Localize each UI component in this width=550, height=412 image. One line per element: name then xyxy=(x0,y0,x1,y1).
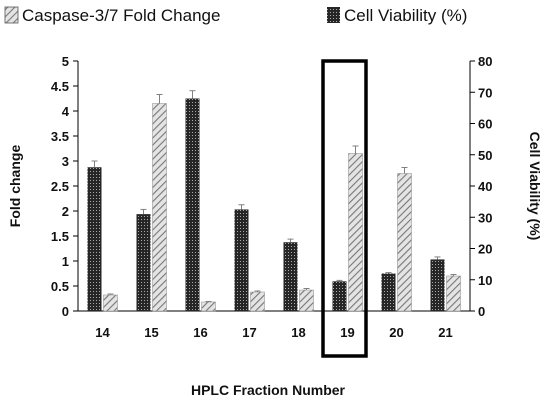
legend-label-viability: Cell Viability (%) xyxy=(344,6,467,25)
x-tick-label: 20 xyxy=(389,325,403,340)
bar-viability xyxy=(87,167,102,311)
legend-swatch-viability xyxy=(327,7,340,23)
bar-viability xyxy=(136,214,151,311)
bar-caspase xyxy=(152,103,167,312)
left-axis-ticks: 0 0.5 1 1.5 2 2.5 3 3.5 4 4.5 5 xyxy=(51,54,78,319)
bar-caspase xyxy=(348,153,363,312)
right-tick-label: 80 xyxy=(478,54,492,69)
bar-caspase xyxy=(299,289,314,312)
bar-viability xyxy=(430,259,445,311)
x-tick-label: 19 xyxy=(340,325,354,340)
bar-viability xyxy=(283,242,298,311)
bar-caspase xyxy=(103,294,118,312)
left-tick-label: 3 xyxy=(62,154,69,169)
x-tick-label: 17 xyxy=(242,325,256,340)
right-tick-label: 10 xyxy=(478,273,492,288)
left-tick-label: 0.5 xyxy=(51,279,69,294)
right-tick-label: 70 xyxy=(478,85,492,100)
bar-caspase xyxy=(397,173,412,312)
bar-caspase xyxy=(201,301,216,312)
y-axis-left-title: Fold change xyxy=(7,145,23,228)
left-tick-label: 4 xyxy=(62,104,70,119)
right-axis-ticks: 0 10 20 30 40 50 60 70 80 xyxy=(470,54,492,319)
right-tick-label: 30 xyxy=(478,210,492,225)
legend-swatch-caspase xyxy=(4,6,19,24)
bar-viability xyxy=(234,209,249,311)
legend: Caspase-3/7 Fold Change Cell Viability (… xyxy=(4,6,467,25)
bar-caspase xyxy=(446,275,461,312)
right-tick-label: 40 xyxy=(478,179,492,194)
x-tick-label: 14 xyxy=(95,325,110,340)
x-tick-label: 18 xyxy=(291,325,305,340)
bars xyxy=(87,90,461,312)
x-tick-label: 16 xyxy=(193,325,207,340)
x-axis-title: HPLC Fraction Number xyxy=(191,382,346,398)
right-tick-label: 60 xyxy=(478,117,492,132)
left-tick-label: 0 xyxy=(62,304,69,319)
bar-viability xyxy=(332,281,347,311)
left-tick-label: 5 xyxy=(62,54,69,69)
right-tick-label: 50 xyxy=(478,148,492,163)
left-tick-label: 2.5 xyxy=(51,179,69,194)
left-tick-label: 2 xyxy=(62,204,69,219)
left-tick-label: 1.5 xyxy=(51,229,69,244)
x-axis-ticks: 14 15 16 17 18 19 20 21 xyxy=(95,325,452,340)
left-tick-label: 1 xyxy=(62,254,69,269)
left-tick-label: 3.5 xyxy=(51,129,69,144)
highlight-box-fraction-19 xyxy=(321,59,368,358)
bar-caspase xyxy=(250,291,265,312)
right-tick-label: 20 xyxy=(478,242,492,257)
y-axis-right-title: Cell Viability (%) xyxy=(527,132,543,241)
right-tick-label: 0 xyxy=(478,304,485,319)
legend-label-caspase: Caspase-3/7 Fold Change xyxy=(22,6,220,25)
x-tick-label: 21 xyxy=(438,325,452,340)
bar-viability xyxy=(381,273,396,311)
bar-viability xyxy=(185,98,200,311)
left-tick-label: 4.5 xyxy=(51,79,69,94)
x-tick-label: 15 xyxy=(144,325,158,340)
